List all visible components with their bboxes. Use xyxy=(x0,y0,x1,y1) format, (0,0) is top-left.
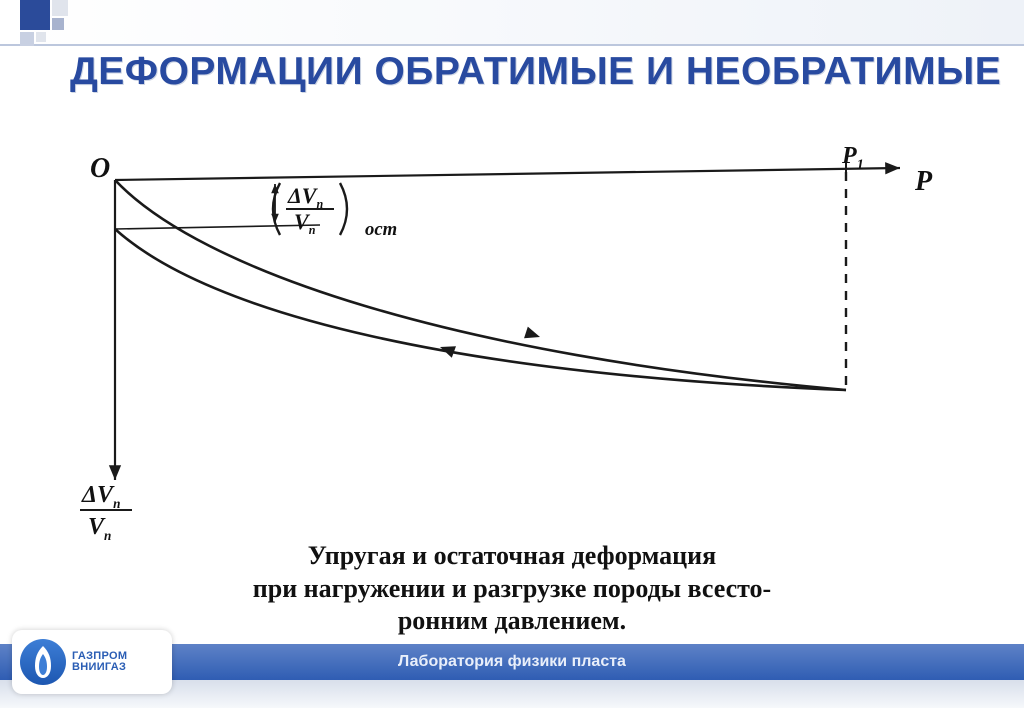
svg-text:P1: P1 xyxy=(841,143,864,173)
top-band xyxy=(0,0,1024,46)
diagram: OPP1ΔVпVпΔVпVпост xyxy=(20,115,1000,545)
logo-disc-icon xyxy=(20,639,66,685)
svg-text:ост: ост xyxy=(365,219,397,240)
svg-text:Vп: Vп xyxy=(294,209,316,237)
svg-text:Vп: Vп xyxy=(88,514,111,543)
caption-line: при нагружении и разгрузке породы всесто… xyxy=(0,573,1024,606)
slide-title: ДЕФОРМАЦИИ ОБРАТИМЫЕ И НЕОБРАТИМЫЕ xyxy=(70,50,1001,94)
caption-line: Упругая и остаточная деформация xyxy=(0,540,1024,573)
svg-text:O: O xyxy=(90,153,110,184)
logo-text: ГАЗПРОМ ВНИИГАЗ xyxy=(72,651,127,673)
org-logo: ГАЗПРОМ ВНИИГАЗ xyxy=(12,630,172,694)
svg-text:ΔVп: ΔVп xyxy=(81,482,120,511)
diagram-caption: Упругая и остаточная деформация при нагр… xyxy=(0,540,1024,638)
svg-text:P: P xyxy=(914,166,933,197)
footer-text: Лаборатория физики пласта xyxy=(398,653,626,671)
svg-text:ΔVп: ΔVп xyxy=(287,183,323,211)
